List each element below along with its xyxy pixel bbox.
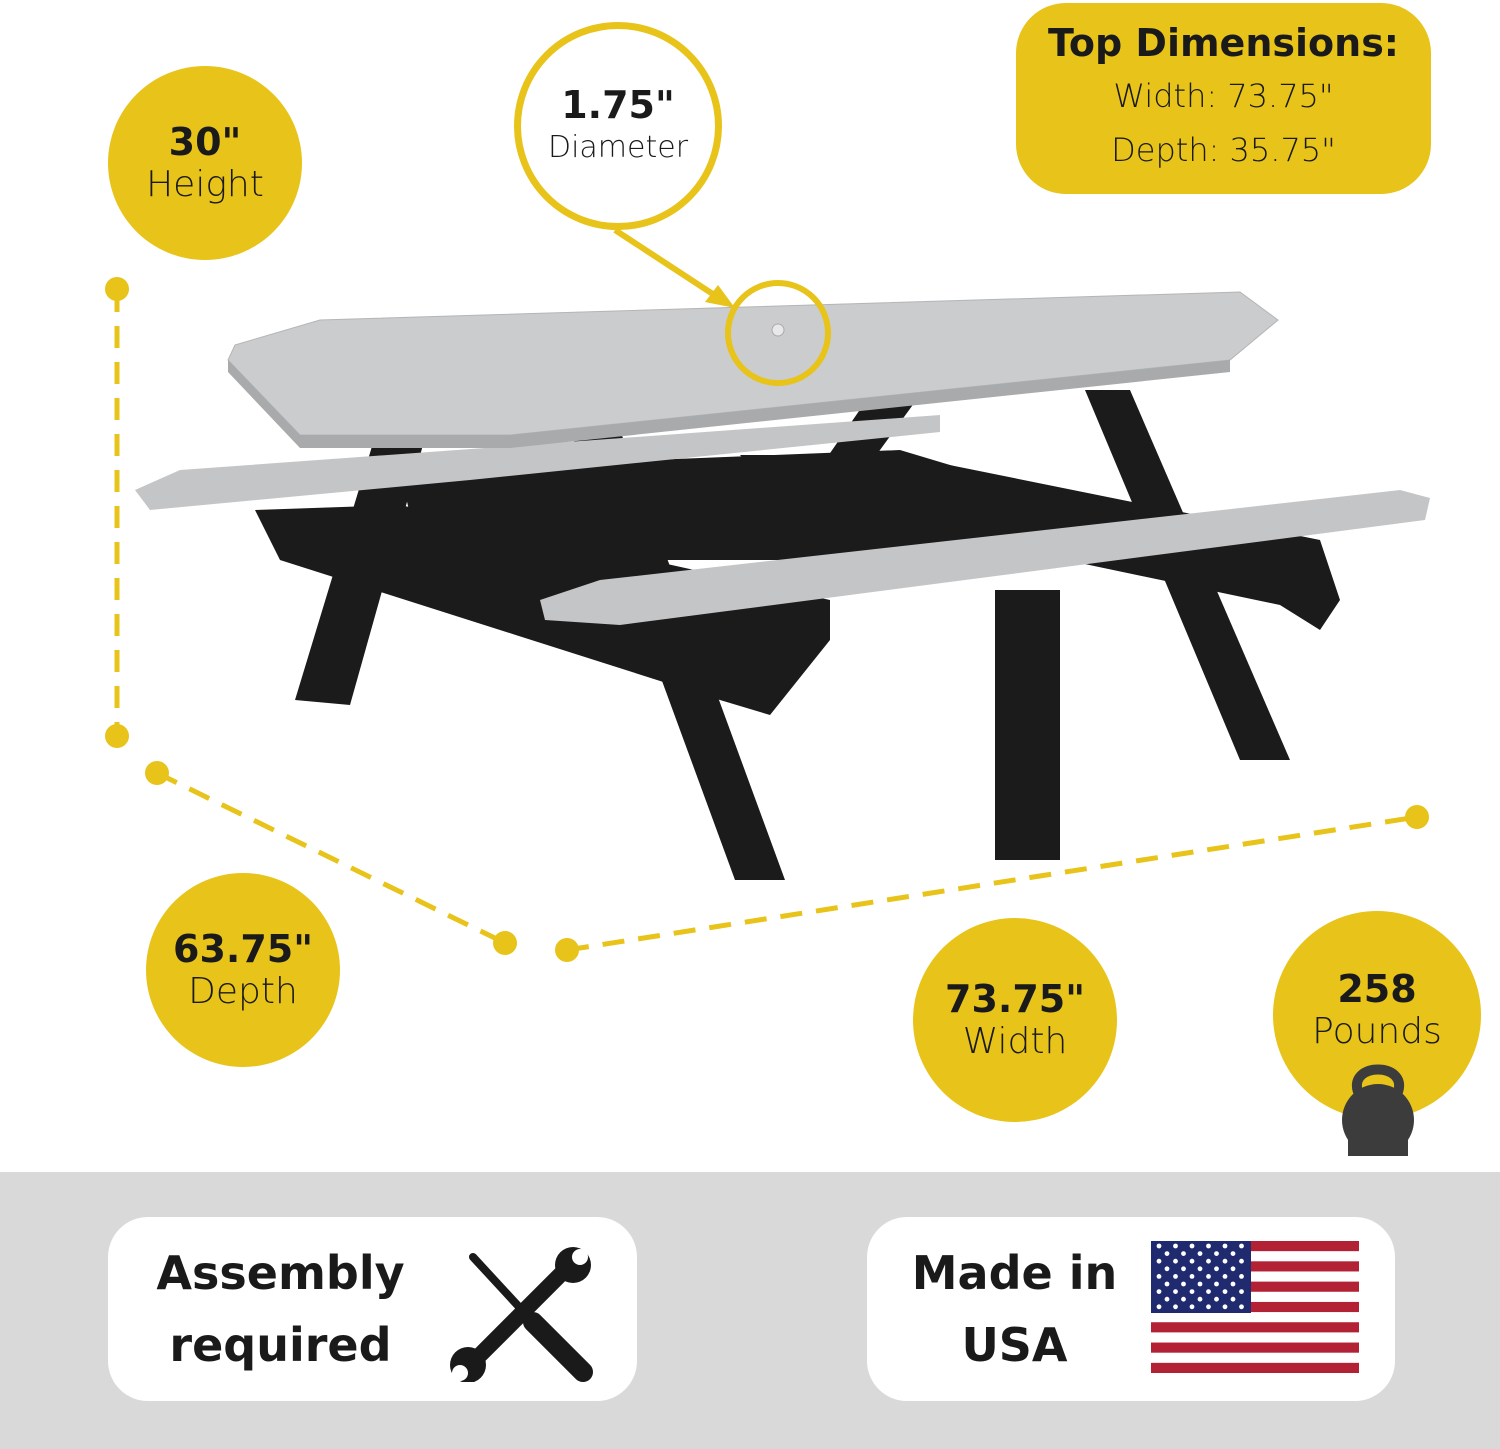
flag-star <box>1239 1243 1244 1249</box>
flag-star <box>1239 1289 1244 1294</box>
flag-star <box>1164 1281 1170 1287</box>
top-dimensions-title: Top Dimensions: <box>1047 21 1400 65</box>
diameter-badge: 1.75" Diameter <box>514 22 722 230</box>
us-flag-icon <box>1151 1241 1359 1373</box>
umbrella-hole <box>771 323 785 337</box>
height-badge: 30" Height <box>108 66 302 260</box>
flag-stripe <box>1151 1291 1359 1303</box>
kettlebell-icon <box>1342 1064 1414 1156</box>
flag-star <box>1189 1289 1195 1294</box>
flag-stripe <box>1151 1301 1359 1313</box>
flag-star <box>1230 1296 1236 1302</box>
weight-value: 258 <box>1337 967 1417 1011</box>
flag-star <box>1156 1274 1162 1279</box>
depth-value: 63.75" <box>173 927 313 971</box>
flag-star <box>1230 1251 1236 1256</box>
flag-stripe <box>1151 1322 1359 1333</box>
flag-star <box>1206 1304 1211 1310</box>
flag-star <box>1222 1258 1228 1264</box>
flag-star <box>1189 1274 1195 1279</box>
made-in-line1: Made in <box>911 1246 1118 1300</box>
flag-star <box>1197 1296 1203 1302</box>
weight-label: Pounds <box>1312 1011 1442 1052</box>
flag-star <box>1206 1258 1211 1264</box>
flag-star <box>1239 1274 1244 1279</box>
flag-star <box>1222 1243 1228 1249</box>
assembly-card: Assembly required <box>108 1217 637 1401</box>
flag-star <box>1197 1281 1203 1287</box>
flag-star <box>1230 1281 1236 1287</box>
top-width: Width: 73.75" <box>1113 77 1334 115</box>
flag-star <box>1197 1251 1203 1256</box>
flag-star <box>1197 1266 1203 1272</box>
made-in-line2: USA <box>961 1318 1068 1372</box>
diameter-pointer <box>613 227 727 305</box>
width-label: Width <box>962 1021 1068 1062</box>
flag-star <box>1164 1296 1170 1302</box>
flag-star <box>1173 1304 1178 1310</box>
flag-stripe <box>1151 1271 1359 1283</box>
flag-star <box>1222 1274 1228 1279</box>
flag-star <box>1239 1258 1244 1264</box>
flag-stripe <box>1151 1261 1359 1272</box>
flag-stripe <box>1151 1342 1359 1354</box>
flag-star <box>1189 1243 1195 1249</box>
flag-star <box>1214 1251 1219 1256</box>
flag-star <box>1206 1289 1211 1294</box>
flag-star <box>1156 1258 1162 1264</box>
flag-star <box>1230 1266 1236 1272</box>
flag-star <box>1164 1251 1170 1256</box>
flag-star <box>1181 1281 1186 1287</box>
flag-star <box>1181 1251 1186 1256</box>
made-in-usa-card: Made in USA <box>867 1217 1395 1401</box>
diameter-label: Diameter <box>547 130 689 165</box>
assembly-line1: Assembly <box>156 1246 405 1300</box>
width-badge: 73.75" Width <box>913 918 1117 1122</box>
flag-star <box>1222 1289 1228 1294</box>
flag-star <box>1181 1266 1186 1272</box>
flag-star <box>1173 1258 1178 1264</box>
flag-star <box>1156 1243 1162 1249</box>
depth-label: Depth <box>188 971 298 1012</box>
benches <box>135 415 1430 625</box>
flag-star <box>1222 1304 1228 1310</box>
height-dimension-line <box>114 290 1418 953</box>
flag-star <box>1206 1274 1211 1279</box>
assembly-line2: required <box>169 1318 392 1372</box>
flag-star <box>1173 1274 1178 1279</box>
top-depth: Depth: 35.75" <box>1111 131 1336 169</box>
flag-star <box>1156 1289 1162 1294</box>
width-value: 73.75" <box>945 977 1085 1021</box>
height-value: 30" <box>168 120 242 164</box>
wrench-screwdriver-icon <box>450 1247 593 1382</box>
height-label: Height <box>146 164 264 205</box>
flag-star <box>1206 1243 1211 1249</box>
flag-stripe <box>1151 1251 1359 1262</box>
picnic-table-illustration <box>105 227 1430 962</box>
flag-stripe <box>1151 1352 1359 1364</box>
dimension-endpoints <box>105 277 1429 962</box>
flag-star <box>1214 1266 1219 1272</box>
flag-star <box>1181 1296 1186 1302</box>
flag-stripe <box>1151 1362 1359 1373</box>
depth-badge: 63.75" Depth <box>146 873 340 1067</box>
flag-star <box>1214 1281 1219 1287</box>
flag-stripe <box>1151 1281 1359 1293</box>
flag-star <box>1173 1243 1178 1249</box>
flag-star <box>1164 1266 1170 1272</box>
umbrella-hole-highlight <box>725 280 831 386</box>
flag-star <box>1156 1304 1162 1310</box>
flag-star <box>1189 1258 1195 1264</box>
flag-star <box>1189 1304 1195 1310</box>
flag-star <box>1173 1289 1178 1294</box>
diameter-value: 1.75" <box>561 83 675 127</box>
top-dimensions-box: Top Dimensions: Width: 73.75" Depth: 35.… <box>1016 3 1431 194</box>
flag-stripe <box>1151 1312 1359 1323</box>
flag-stripe <box>1151 1241 1359 1252</box>
flag-star <box>1239 1304 1244 1310</box>
flag-star <box>1214 1296 1219 1302</box>
flag-stripe <box>1151 1332 1359 1344</box>
